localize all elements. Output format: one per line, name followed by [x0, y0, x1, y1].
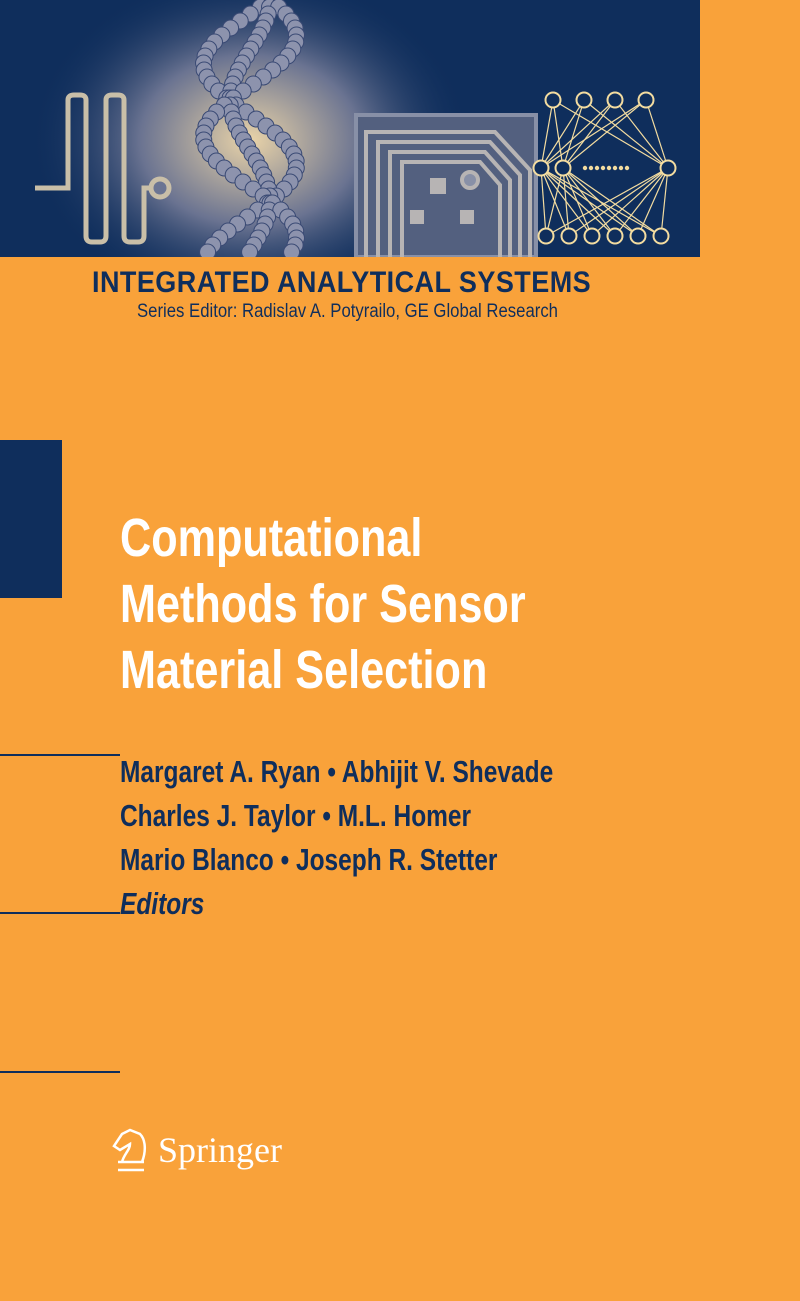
book-title: Computational Methods for Sensor Materia…: [120, 505, 526, 703]
network-edge: [562, 99, 585, 169]
chip-graphic: [354, 113, 538, 259]
dna-bead: [283, 243, 301, 261]
knight-horse-icon: [112, 1128, 146, 1172]
network-node: [659, 159, 677, 177]
neural-network-graphic: [532, 91, 677, 245]
network-edge: [545, 167, 564, 237]
network-edge: [614, 167, 669, 237]
network-edge: [583, 99, 669, 169]
network-ellipsis-dot: [606, 165, 612, 171]
series-editor: Series Editor: Radislav A. Potyrailo, GE…: [137, 301, 558, 322]
cover-illustration: [0, 0, 700, 310]
network-edge: [540, 167, 547, 237]
network-edge: [645, 99, 669, 169]
network-ellipsis-dot: [582, 165, 588, 171]
title-line: Methods for Sensor: [120, 574, 526, 634]
title-line: Material Selection: [120, 640, 488, 700]
network-edge: [614, 99, 669, 169]
publisher-logo: Springer: [110, 1126, 282, 1174]
dna-bead: [199, 243, 217, 261]
author-line: Charles J. Taylor • M.L. Homer: [120, 798, 472, 833]
network-edge: [562, 167, 570, 237]
network-node: [629, 227, 647, 245]
editors-role: Editors: [120, 886, 205, 921]
meander-electrode-graphic: [35, 92, 172, 245]
network-edge: [562, 167, 662, 237]
network-node: [532, 159, 550, 177]
network-edge: [552, 99, 564, 169]
editors-list: Margaret A. Ryan • Abhijit V. Shevade Ch…: [120, 750, 553, 926]
network-edge: [591, 167, 669, 237]
dna-helix-graphic: [195, 0, 306, 261]
network-ellipsis-dot: [594, 165, 600, 171]
network-edge: [540, 99, 554, 169]
network-ellipsis-dot: [618, 165, 624, 171]
network-node: [560, 227, 578, 245]
divider-line: [0, 1071, 120, 1073]
title-line: Computational: [120, 508, 423, 568]
network-edge: [545, 167, 669, 237]
network-node: [606, 91, 624, 109]
network-node: [652, 227, 670, 245]
network-edge: [637, 167, 669, 237]
divider-line: [0, 754, 120, 756]
network-node: [554, 159, 572, 177]
network-edge: [540, 99, 585, 169]
network-node: [575, 91, 593, 109]
network-edge: [540, 99, 616, 169]
network-ellipsis-dot: [600, 165, 606, 171]
dna-bead: [241, 243, 259, 261]
network-ellipsis-dot: [624, 165, 630, 171]
network-edge: [562, 99, 616, 169]
network-edge: [660, 167, 669, 237]
network-edge: [540, 99, 647, 169]
network-edge: [568, 167, 669, 237]
network-edge: [562, 167, 616, 237]
network-ellipsis-dot: [588, 165, 594, 171]
network-edge: [552, 99, 669, 169]
decorative-navy-block: [0, 440, 62, 598]
network-edge: [562, 167, 593, 237]
network-node: [537, 227, 555, 245]
network-node: [606, 227, 624, 245]
network-node: [637, 91, 655, 109]
network-ellipsis-dot: [612, 165, 618, 171]
network-node: [544, 91, 562, 109]
author-line: Mario Blanco • Joseph R. Stetter: [120, 842, 498, 877]
network-edge: [562, 99, 647, 169]
series-title: INTEGRATED ANALYTICAL SYSTEMS: [92, 266, 592, 299]
publisher-name: Springer: [158, 1130, 282, 1170]
network-node: [583, 227, 601, 245]
author-line: Margaret A. Ryan • Abhijit V. Shevade: [120, 754, 554, 789]
divider-line: [0, 912, 120, 914]
network-edge: [562, 167, 639, 237]
